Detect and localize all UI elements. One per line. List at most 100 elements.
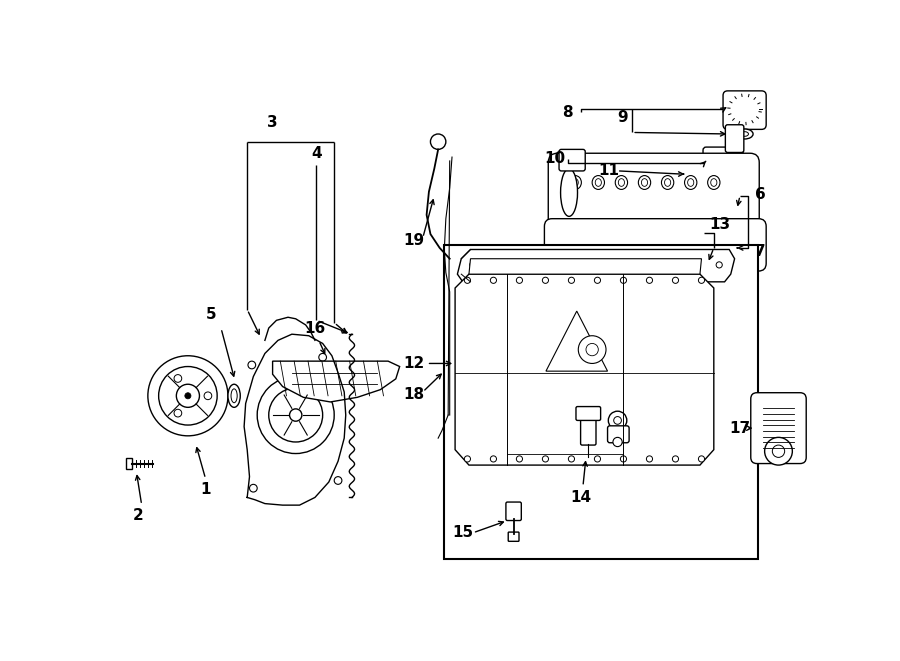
Ellipse shape	[231, 389, 238, 403]
Text: 13: 13	[709, 217, 730, 233]
FancyBboxPatch shape	[506, 502, 521, 520]
Circle shape	[517, 456, 523, 462]
Ellipse shape	[642, 178, 648, 186]
Ellipse shape	[638, 176, 651, 190]
Circle shape	[269, 388, 323, 442]
Polygon shape	[546, 311, 608, 371]
Circle shape	[607, 262, 613, 268]
FancyBboxPatch shape	[703, 147, 743, 176]
FancyBboxPatch shape	[725, 125, 743, 153]
Bar	[445, 245, 759, 559]
Text: 15: 15	[452, 525, 473, 540]
Circle shape	[543, 277, 548, 284]
Circle shape	[686, 169, 696, 178]
Circle shape	[579, 336, 606, 364]
Ellipse shape	[569, 176, 581, 190]
Circle shape	[249, 485, 257, 492]
Circle shape	[608, 411, 626, 430]
FancyBboxPatch shape	[576, 407, 600, 420]
Polygon shape	[455, 274, 714, 465]
Polygon shape	[469, 258, 701, 274]
Polygon shape	[457, 249, 734, 282]
FancyBboxPatch shape	[608, 426, 629, 443]
Text: 6: 6	[755, 186, 766, 202]
Circle shape	[148, 356, 228, 436]
Circle shape	[525, 262, 531, 268]
Circle shape	[614, 416, 621, 424]
Circle shape	[517, 277, 523, 284]
Circle shape	[319, 354, 327, 361]
Circle shape	[594, 456, 600, 462]
Circle shape	[586, 344, 598, 356]
Circle shape	[470, 262, 476, 268]
Circle shape	[464, 456, 471, 462]
FancyBboxPatch shape	[508, 532, 519, 541]
Circle shape	[334, 477, 342, 485]
Ellipse shape	[595, 178, 601, 186]
Text: 18: 18	[403, 387, 424, 402]
Circle shape	[248, 361, 256, 369]
Circle shape	[257, 377, 334, 453]
Circle shape	[430, 134, 446, 149]
Text: 9: 9	[617, 110, 628, 124]
Circle shape	[765, 438, 792, 465]
Ellipse shape	[664, 178, 670, 186]
Circle shape	[620, 277, 626, 284]
Ellipse shape	[736, 129, 753, 139]
Circle shape	[698, 456, 705, 462]
Circle shape	[716, 262, 723, 268]
Circle shape	[634, 262, 640, 268]
FancyBboxPatch shape	[544, 219, 766, 271]
Ellipse shape	[685, 176, 697, 190]
Circle shape	[688, 262, 695, 268]
Ellipse shape	[228, 384, 240, 407]
Circle shape	[174, 375, 182, 382]
Text: 12: 12	[403, 356, 424, 371]
Circle shape	[491, 456, 497, 462]
Circle shape	[491, 277, 497, 284]
Text: 11: 11	[598, 163, 619, 178]
Circle shape	[543, 456, 548, 462]
Text: 3: 3	[267, 115, 278, 130]
Circle shape	[176, 384, 200, 407]
Text: 5: 5	[206, 307, 216, 323]
Text: 10: 10	[544, 151, 566, 166]
Text: 8: 8	[562, 105, 572, 120]
Circle shape	[497, 262, 503, 268]
Ellipse shape	[688, 178, 694, 186]
Circle shape	[613, 438, 622, 447]
Circle shape	[290, 409, 302, 421]
Ellipse shape	[707, 176, 720, 190]
Circle shape	[646, 456, 652, 462]
Circle shape	[620, 456, 626, 462]
Circle shape	[174, 409, 182, 417]
Text: 1: 1	[201, 483, 211, 497]
Circle shape	[158, 367, 217, 425]
Ellipse shape	[618, 178, 625, 186]
Ellipse shape	[561, 169, 578, 216]
Circle shape	[672, 277, 679, 284]
Polygon shape	[125, 458, 131, 469]
FancyBboxPatch shape	[580, 417, 596, 445]
FancyBboxPatch shape	[559, 149, 585, 171]
Ellipse shape	[662, 176, 674, 190]
Circle shape	[580, 262, 585, 268]
Circle shape	[594, 277, 600, 284]
Text: 7: 7	[755, 243, 766, 258]
FancyBboxPatch shape	[751, 393, 806, 463]
Text: 17: 17	[729, 420, 751, 436]
Ellipse shape	[592, 176, 605, 190]
Ellipse shape	[572, 178, 579, 186]
Circle shape	[204, 392, 212, 400]
Text: 4: 4	[311, 145, 322, 161]
Circle shape	[646, 277, 652, 284]
FancyBboxPatch shape	[723, 91, 766, 130]
Polygon shape	[273, 361, 400, 402]
Circle shape	[184, 393, 191, 399]
Ellipse shape	[741, 132, 749, 136]
Ellipse shape	[616, 176, 627, 190]
Text: 19: 19	[403, 233, 424, 248]
Text: 2: 2	[132, 508, 143, 523]
Circle shape	[569, 456, 574, 462]
Ellipse shape	[711, 178, 717, 186]
